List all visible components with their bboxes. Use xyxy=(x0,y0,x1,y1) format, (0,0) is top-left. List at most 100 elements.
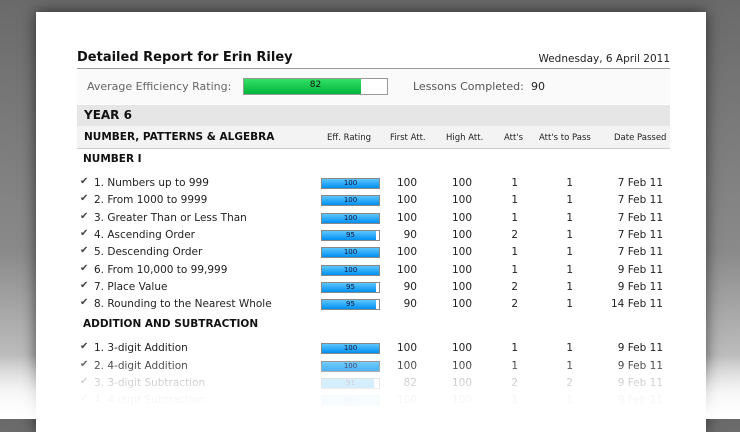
eff-rating-fill xyxy=(322,344,379,354)
atts-to-pass: 1 xyxy=(566,342,573,355)
efficiency-value: 82 xyxy=(309,80,322,90)
check-icon: ✔ xyxy=(80,245,89,257)
atts-to-pass: 1 xyxy=(566,246,573,259)
group-heading: NUMBER I xyxy=(83,153,142,165)
eff-rating-bar: 100 xyxy=(321,212,380,224)
date-passed: 14 Feb 11 xyxy=(611,298,663,311)
first-att: 100 xyxy=(396,177,417,189)
lesson-row[interactable]: ✔ 1. Numbers up to 999 100 100 100 1 1 7… xyxy=(77,175,670,192)
lesson-row[interactable]: ✔ 4. 4-digit Subtraction 100 100 100 1 1… xyxy=(77,392,670,409)
report-title: Detailed Report for Erin Riley xyxy=(77,50,293,65)
atts-to-pass: 1 xyxy=(566,194,573,207)
atts: 1 xyxy=(511,359,518,372)
check-icon: ✔ xyxy=(80,341,89,353)
first-att: 90 xyxy=(403,298,417,311)
eff-rating-value: 100 xyxy=(343,248,358,257)
lesson-row[interactable]: ✔ 3. 3-digit Subtraction 91 82 100 2 2 9… xyxy=(77,375,670,392)
atts-to-pass: 1 xyxy=(566,177,573,189)
atts-to-pass: 1 xyxy=(566,298,573,311)
efficiency-bar-fill xyxy=(244,79,362,94)
date-passed: 7 Feb 11 xyxy=(617,228,663,241)
high-att: 100 xyxy=(451,394,472,407)
lesson-name: 5. Descending Order xyxy=(94,246,203,259)
lesson-row[interactable]: ✔ 5. Descending Order 100 100 100 1 1 7 … xyxy=(77,244,670,261)
lesson-row[interactable]: ✔ 6. From 10,000 to 99,999 100 100 100 1… xyxy=(77,262,670,279)
atts: 1 xyxy=(511,342,518,355)
lesson-row[interactable]: ✔ 8. Rounding to the Nearest Whole 95 90… xyxy=(77,296,670,313)
summary-row: Average Efficiency Rating: 82 Lessons Co… xyxy=(77,69,670,104)
check-icon: ✔ xyxy=(80,358,89,370)
first-att: 100 xyxy=(396,342,417,355)
check-icon: ✔ xyxy=(80,393,89,405)
lesson-name: 4. Ascending Order xyxy=(94,228,195,241)
first-att: 100 xyxy=(396,263,417,276)
eff-rating-fill xyxy=(322,230,377,240)
eff-rating-bar: 95 xyxy=(321,229,380,241)
col-eff-rating: Eff. Rating xyxy=(327,133,372,143)
date-passed: 9 Feb 11 xyxy=(617,394,663,407)
lesson-name: 7. Place Value xyxy=(94,280,168,293)
atts-to-pass: 1 xyxy=(566,211,573,224)
eff-rating-value: 100 xyxy=(343,179,358,187)
lesson-name: 6. From 10,000 to 99,999 xyxy=(94,263,228,276)
first-att: 82 xyxy=(403,377,417,389)
eff-rating-fill xyxy=(322,213,379,223)
eff-rating-bar: 100 xyxy=(321,343,380,355)
first-att: 90 xyxy=(403,280,417,293)
eff-rating-bar: 100 xyxy=(321,195,380,207)
check-icon: ✔ xyxy=(80,279,89,291)
eff-rating-fill xyxy=(322,196,379,206)
date-passed: 9 Feb 11 xyxy=(617,263,663,276)
atts-to-pass: 1 xyxy=(566,280,573,293)
atts: 1 xyxy=(511,246,518,259)
divider xyxy=(77,68,670,69)
lesson-name: 4. 4-digit Subtraction xyxy=(94,394,206,407)
first-att: 100 xyxy=(396,359,417,372)
date-passed: 9 Feb 11 xyxy=(617,342,663,355)
col-high-att: High Att. xyxy=(446,133,484,143)
atts: 2 xyxy=(511,280,518,293)
lesson-row[interactable]: ✔ 3. Greater Than or Less Than 100 100 1… xyxy=(77,210,670,227)
atts-to-pass: 2 xyxy=(566,377,573,389)
eff-rating-fill xyxy=(322,300,377,310)
eff-rating-bar: 100 xyxy=(321,264,380,276)
date-passed: 9 Feb 11 xyxy=(617,377,663,389)
atts: 1 xyxy=(511,263,518,276)
lesson-name: 3. 3-digit Subtraction xyxy=(94,377,206,389)
check-icon: ✔ xyxy=(80,262,89,274)
check-icon: ✔ xyxy=(80,297,89,309)
atts: 2 xyxy=(511,228,518,241)
high-att: 100 xyxy=(451,211,472,224)
check-icon: ✔ xyxy=(80,210,89,222)
lesson-row[interactable]: ✔ 4. Ascending Order 95 90 100 2 1 7 Feb… xyxy=(77,227,670,244)
lesson-row[interactable]: ✔ 7. Place Value 95 90 100 2 1 9 Feb 11 xyxy=(77,279,670,296)
high-att: 100 xyxy=(451,228,472,241)
check-icon: ✔ xyxy=(80,227,89,239)
high-att: 100 xyxy=(451,280,472,293)
eff-rating-value: 100 xyxy=(343,265,358,274)
date-passed: 9 Feb 11 xyxy=(617,359,663,372)
first-att: 90 xyxy=(403,228,417,241)
lesson-row[interactable]: ✔ 1. 3-digit Addition 100 100 100 1 1 9 … xyxy=(77,340,670,357)
eff-rating-bar: 100 xyxy=(321,395,380,407)
eff-rating-value: 95 xyxy=(346,230,355,239)
date-passed: 7 Feb 11 xyxy=(617,246,663,259)
high-att: 100 xyxy=(451,359,472,372)
first-att: 100 xyxy=(396,194,417,207)
eff-rating-bar: 100 xyxy=(321,247,380,259)
first-att: 100 xyxy=(396,394,417,407)
lesson-row[interactable]: ✔ 2. From 1000 to 9999 100 100 100 1 1 7… xyxy=(77,192,670,209)
eff-rating-value: 95 xyxy=(346,300,355,309)
atts-to-pass: 1 xyxy=(566,263,573,276)
first-att: 100 xyxy=(396,246,417,259)
lesson-name: 8. Rounding to the Nearest Whole xyxy=(94,298,272,311)
eff-rating-value: 91 xyxy=(346,379,355,387)
eff-rating-fill xyxy=(322,248,379,258)
col-atts-to-pass: Att's to Pass xyxy=(539,133,591,143)
atts-to-pass: 1 xyxy=(566,359,573,372)
lesson-row[interactable]: ✔ 2. 4-digit Addition 100 100 100 1 1 9 … xyxy=(77,358,670,375)
section-title: NUMBER, PATTERNS & ALGEBRA xyxy=(84,131,275,143)
eff-rating-bar: 95 xyxy=(321,281,380,293)
eff-rating-value: 100 xyxy=(343,344,358,353)
first-att: 100 xyxy=(396,211,417,224)
